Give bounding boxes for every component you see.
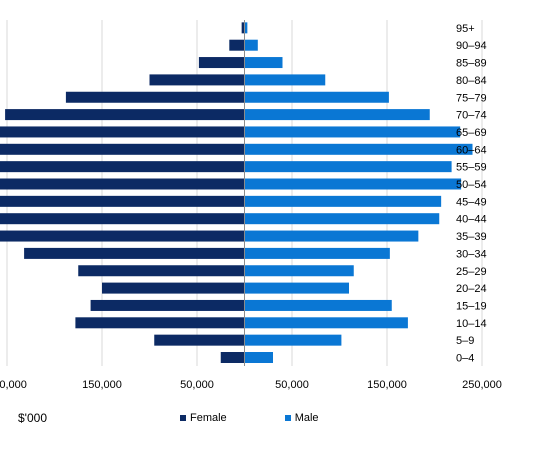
unit-label: $'000 — [18, 411, 47, 425]
category-label-9: 45–49 — [456, 196, 487, 208]
bar-female-18 — [229, 39, 245, 51]
bar-female-3 — [90, 299, 245, 311]
category-label-19: 95+ — [456, 23, 475, 35]
bar-male-1 — [244, 334, 342, 346]
category-label-0: 0–4 — [456, 353, 474, 365]
bar-male-19 — [244, 22, 248, 34]
category-label-15: 75–79 — [456, 92, 487, 104]
x-tick-label-5: 150,000 — [367, 379, 407, 391]
bar-male-2 — [244, 317, 408, 329]
bar-female-8 — [0, 213, 245, 225]
category-label-17: 85–89 — [456, 58, 487, 70]
bar-female-6 — [24, 247, 245, 259]
bar-female-0 — [220, 352, 245, 363]
bar-male-8 — [244, 213, 440, 225]
category-label-6: 30–34 — [456, 248, 487, 260]
x-tick-labels: 350,000250,000150,00050,00050,000150,000… — [0, 379, 502, 391]
category-label-3: 15–19 — [456, 300, 487, 312]
x-tick-label-6: 250,000 — [462, 379, 502, 391]
bar-male-14 — [244, 109, 430, 121]
bar-male-10 — [244, 178, 462, 190]
legend-label-male: Male — [294, 412, 319, 424]
category-label-10: 50–54 — [456, 179, 487, 191]
category-label-11: 55–59 — [456, 162, 487, 174]
bar-male-7 — [244, 230, 419, 242]
legend-swatch-female — [180, 415, 186, 421]
category-label-13: 65–69 — [456, 127, 487, 139]
bar-female-14 — [5, 109, 245, 121]
category-label-18: 90–94 — [456, 40, 487, 52]
bar-female-17 — [198, 57, 245, 69]
legend-label-female: Female — [190, 412, 227, 424]
bar-male-0 — [244, 352, 273, 363]
bar-female-4 — [102, 282, 245, 294]
bar-male-9 — [244, 195, 442, 207]
bar-female-15 — [65, 91, 245, 103]
bar-male-15 — [244, 91, 389, 103]
bar-female-19 — [241, 22, 245, 34]
bar-male-17 — [244, 57, 283, 69]
category-label-5: 25–29 — [456, 266, 487, 278]
bar-male-12 — [244, 143, 473, 155]
bar-male-16 — [244, 74, 326, 86]
bar-female-13 — [0, 126, 245, 138]
category-label-16: 80–84 — [456, 75, 487, 87]
bar-male-4 — [244, 282, 349, 294]
category-label-4: 20–24 — [456, 283, 487, 295]
age-group-labels: 0–4 5–9 10–14 15–19 20–24 25–29 30–34 35–39 40–4… — [456, 23, 487, 365]
bar-female-5 — [78, 265, 245, 277]
bar-male-5 — [244, 265, 354, 277]
category-label-7: 35–39 — [456, 231, 487, 243]
bar-female-10 — [0, 178, 245, 190]
bars — [0, 22, 473, 363]
x-tick-label-2: 150,000 — [82, 379, 122, 391]
bar-female-11 — [0, 161, 245, 173]
legend: Female Male — [180, 412, 319, 424]
category-label-14: 70–74 — [456, 110, 487, 122]
legend-item-male: Male — [284, 412, 319, 424]
bar-male-18 — [244, 39, 258, 51]
bar-female-7 — [0, 230, 245, 242]
bar-male-3 — [244, 299, 392, 311]
category-label-1: 5–9 — [456, 335, 474, 347]
bar-female-12 — [0, 143, 245, 155]
bar-female-9 — [0, 195, 245, 207]
x-tick-label-3: 50,000 — [180, 379, 214, 391]
bar-male-13 — [244, 126, 461, 138]
bar-male-6 — [244, 247, 390, 259]
x-tick-label-1: 250,000 — [0, 379, 27, 391]
category-label-2: 10–14 — [456, 318, 487, 330]
bar-female-2 — [75, 317, 245, 329]
bar-female-1 — [154, 334, 245, 346]
bar-female-16 — [149, 74, 245, 86]
gridlines — [6, 20, 483, 366]
category-label-12: 60–64 — [456, 144, 487, 156]
bar-male-11 — [244, 161, 452, 173]
x-tick-label-4: 50,000 — [275, 379, 309, 391]
category-label-8: 40–44 — [456, 214, 487, 226]
legend-item-female: Female — [180, 412, 227, 424]
legend-swatch-male — [284, 415, 291, 421]
